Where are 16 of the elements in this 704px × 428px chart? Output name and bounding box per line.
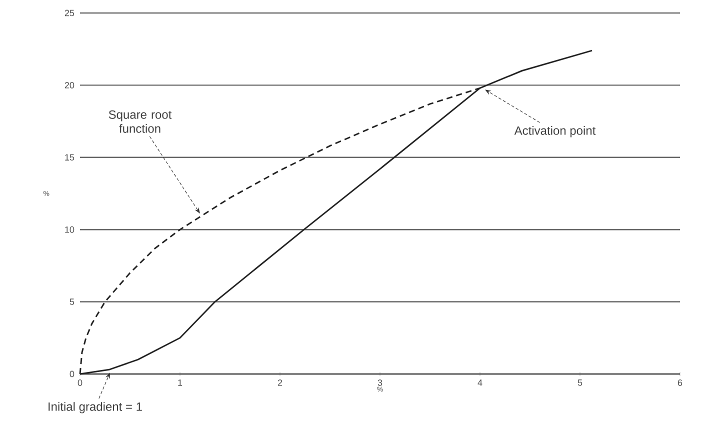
x-tick-label: 4	[478, 380, 482, 386]
x-tick-label: 3	[378, 380, 382, 386]
y-tick-label: 20	[64, 82, 74, 88]
y-tick-label: 10	[65, 226, 74, 233]
y-tick-label: 25	[64, 10, 74, 16]
y-tick-label: 0	[70, 370, 74, 378]
x-tick-label: 6	[678, 380, 682, 386]
annotation: Square root function	[108, 110, 172, 133]
x-tick-label: 0	[78, 380, 82, 386]
y-tick-label: 15	[65, 154, 74, 161]
annotation: Initial gradient = 1	[48, 402, 142, 414]
x-tick-label: 1	[178, 380, 182, 386]
x-tick-label: 2	[278, 380, 282, 386]
y-tick-label: 5	[70, 298, 74, 305]
annotation: Activation point	[514, 126, 596, 138]
x-tick-label: 5	[578, 380, 582, 386]
